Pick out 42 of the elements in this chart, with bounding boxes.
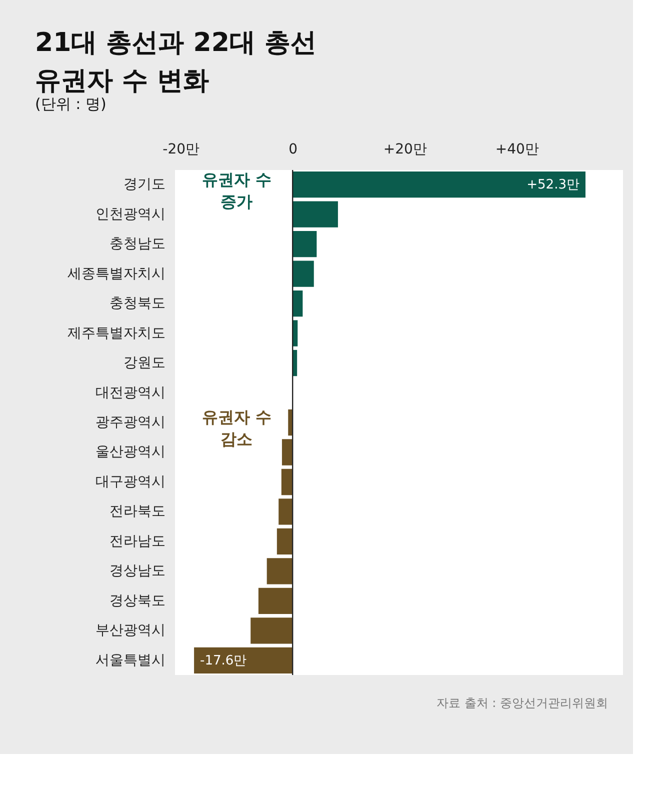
y-tick-label: 경상북도 [110,592,166,609]
y-tick-label: 경상남도 [110,563,166,580]
y-tick-label: 인천광역시 [96,206,166,222]
y-tick-label: 세종특별자치시 [68,266,166,282]
y-tick-label: 전라북도 [110,504,166,520]
bar [281,468,293,496]
chart-title: 21대 총선과 22대 총선 유권자 수 변화 [35,28,317,96]
chart-subtitle: (단위 : 명) [35,95,106,113]
bar [194,647,293,674]
x-tick-label: 0 [288,142,298,158]
bar [282,439,293,466]
bar [258,588,293,614]
y-tick-label: 서울특별시 [96,652,166,668]
y-tick-label: 충청남도 [110,236,166,252]
x-tick-label: +20만 [383,142,427,158]
bar [292,230,317,258]
y-tick-label: 전라남도 [110,533,166,550]
bar [292,320,298,346]
y-tick-label: 대구광역시 [96,474,166,490]
bar [278,498,293,525]
bar [292,290,303,317]
annotation: 유권자 수 감소 [202,408,272,449]
bar [276,528,293,555]
y-tick-label: 대전광역시 [96,384,166,401]
y-tick-label: 부산광역시 [96,622,166,639]
bar [266,558,293,584]
bar [250,618,293,644]
annotation: 유권자 수 증가 [202,170,272,211]
data-label: -17.6만 [200,653,247,668]
x-tick-label: -20만 [162,142,200,158]
bar [292,201,338,228]
bar [292,260,314,287]
y-tick-label: 제주특별자치도 [68,325,166,342]
y-tick-label: 강원도 [124,355,166,372]
text: 자료 출처 : 중앙선거관리위원회 [436,696,608,710]
y-tick-label: 충청북도 [110,296,166,312]
bar [292,171,586,198]
y-tick-label: 광주광역시 [96,414,166,430]
data-label: +52.3만 [526,178,580,193]
x-tick-label: +40만 [495,142,539,158]
y-tick-label: 울산광역시 [96,444,166,460]
y-tick-label: 경기도 [124,176,166,193]
